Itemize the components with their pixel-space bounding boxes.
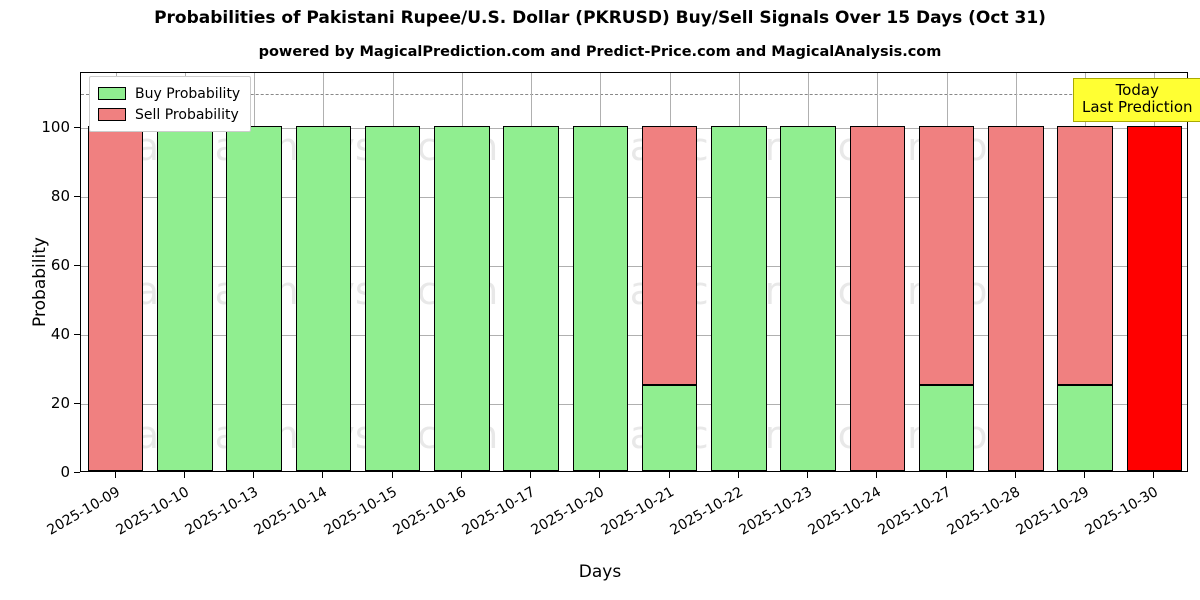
legend: Buy Probability Sell Probability [89,76,252,132]
y-axis-tick-label: 40 [50,325,70,344]
today-annotation-line-2: Last Prediction [1082,97,1193,116]
x-axis-tick-mark [876,472,878,478]
y-axis-tick-mark [74,127,80,129]
bar-segment-sell[interactable] [87,126,144,471]
bar-segment-buy[interactable] [226,126,282,471]
bar-group[interactable] [572,73,629,471]
bar-segment-sell[interactable] [918,126,975,385]
bar-segment-buy[interactable] [711,126,767,471]
bar-group[interactable] [364,73,421,471]
x-axis-tick-mark [599,472,601,478]
bar-segment-buy[interactable] [434,126,490,471]
bar-segment-buy[interactable] [918,384,975,471]
x-axis-tick-mark [807,472,809,478]
x-axis-tick-mark [115,472,117,478]
legend-item-sell: Sell Probability [98,104,240,125]
y-axis-tick-label: 20 [50,394,70,413]
legend-item-buy: Buy Probability [98,83,240,104]
y-axis-tick-mark [74,403,80,405]
bar-group[interactable] [434,73,490,471]
x-axis-tick-mark [322,472,324,478]
bar-group[interactable] [780,73,836,471]
x-axis-tick-mark [184,472,186,478]
x-axis-title: Days [578,562,622,582]
y-axis-tick-label: 0 [60,463,70,481]
today-annotation-line-1: Today [1115,81,1159,99]
bar-segment-sell[interactable] [988,126,1044,471]
bar-group[interactable] [641,73,698,471]
bar-group[interactable] [988,73,1044,471]
bars-layer [81,73,1187,471]
x-axis-tick-mark [669,472,671,478]
y-axis-title: Probability [30,237,50,327]
bar-segment-buy[interactable] [780,126,836,471]
x-axis-tick-mark [738,472,740,478]
bar-group[interactable] [1057,73,1113,471]
bar-group[interactable] [157,73,213,471]
legend-label-buy: Buy Probability [135,85,241,102]
x-axis-tick-mark [1153,472,1155,478]
bar-group[interactable] [1126,73,1183,471]
y-axis-tick-mark [74,196,80,198]
bar-segment-buy[interactable] [572,126,629,471]
bar-segment-buy[interactable] [295,126,352,471]
bar-segment-sell[interactable] [1057,126,1113,385]
y-axis-tick-label: 60 [50,256,70,275]
chart-title: Probabilities of Pakistani Rupee/U.S. Do… [154,8,1046,28]
bar-segment-sell[interactable] [849,126,906,471]
bar-segment-sell[interactable] [641,126,698,385]
bar-segment-buy[interactable] [1057,384,1113,471]
bar-segment-today[interactable] [1126,126,1183,471]
x-axis-tick-mark [1084,472,1086,478]
chart-subtitle: powered by MagicalPrediction.com and Pre… [258,44,942,60]
x-axis-tick-mark [1015,472,1017,478]
y-axis-tick-mark [74,472,80,474]
bar-group[interactable] [295,73,352,471]
x-axis-tick-mark [461,472,463,478]
bar-group[interactable] [503,73,559,471]
bar-group[interactable] [87,73,144,471]
bar-segment-buy[interactable] [503,126,559,471]
y-axis-tick-label: 100 [41,118,70,137]
plot-area: MagicalAnalysis.comMagicalPrediction.com… [80,72,1188,472]
y-axis-tick-mark [74,265,80,267]
bar-group[interactable] [711,73,767,471]
today-annotation: Today Last Prediction [1073,78,1200,122]
x-axis-tick-mark [946,472,948,478]
bar-group[interactable] [918,73,975,471]
bar-segment-buy[interactable] [157,126,213,471]
x-axis-tick-mark [392,472,394,478]
bar-group[interactable] [849,73,906,471]
y-axis-tick-label: 80 [50,187,70,206]
x-axis-tick-mark [530,472,532,478]
y-axis-tick-mark [74,334,80,336]
bar-segment-buy[interactable] [641,384,698,471]
x-axis-tick-mark [253,472,255,478]
legend-label-sell: Sell Probability [135,106,239,123]
legend-swatch-buy-icon [98,87,126,100]
legend-swatch-sell-icon [98,108,126,121]
bar-segment-buy[interactable] [364,126,421,471]
